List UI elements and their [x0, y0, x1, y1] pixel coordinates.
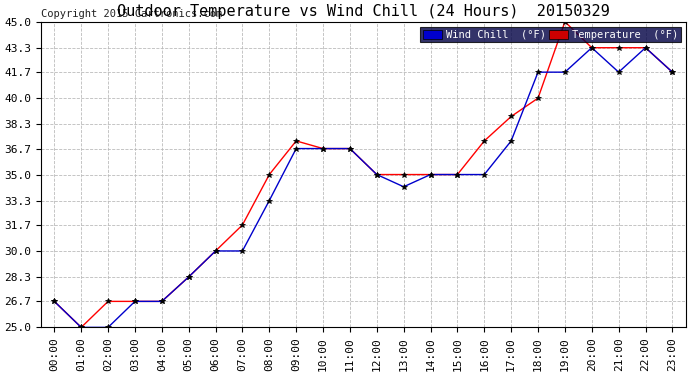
Title: Outdoor Temperature vs Wind Chill (24 Hours)  20150329: Outdoor Temperature vs Wind Chill (24 Ho…	[117, 4, 610, 19]
Text: Copyright 2015 Cartronics.com: Copyright 2015 Cartronics.com	[41, 9, 222, 19]
Legend: Wind Chill  (°F), Temperature  (°F): Wind Chill (°F), Temperature (°F)	[420, 27, 680, 42]
